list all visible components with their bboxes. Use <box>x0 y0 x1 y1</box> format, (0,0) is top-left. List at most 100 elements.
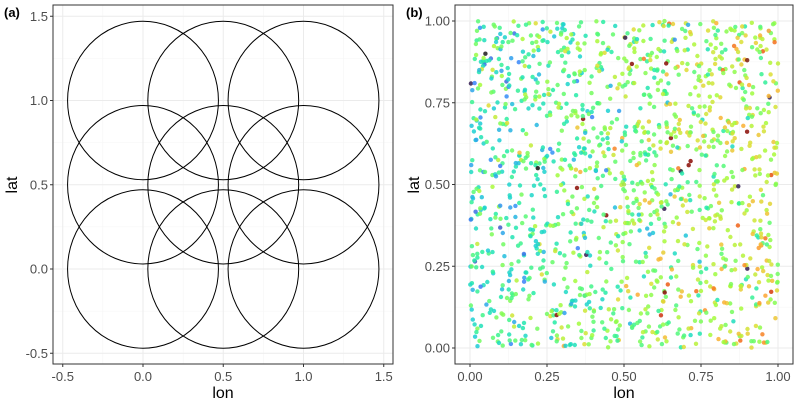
panel-a-x-tick-label: 0.5 <box>214 369 232 384</box>
data-point <box>705 28 711 33</box>
data-point <box>559 325 564 330</box>
data-point <box>718 140 723 146</box>
data-point <box>654 278 659 283</box>
data-point <box>767 220 772 225</box>
data-point <box>775 61 781 66</box>
panel-a-x-tick-label: 1.0 <box>294 369 312 384</box>
data-point <box>694 289 699 294</box>
data-point <box>493 39 499 45</box>
data-point <box>474 28 480 33</box>
data-point <box>673 101 678 106</box>
data-point <box>698 119 703 125</box>
data-point <box>681 333 687 338</box>
data-point <box>739 306 744 311</box>
data-point <box>728 329 733 334</box>
data-point <box>722 300 727 305</box>
data-point <box>731 43 737 49</box>
circle-buffer <box>67 189 219 349</box>
data-point <box>498 31 503 37</box>
data-point <box>597 68 602 74</box>
data-point <box>664 199 669 204</box>
data-point <box>623 142 629 148</box>
data-point <box>545 39 550 45</box>
data-point <box>675 238 681 244</box>
data-point <box>643 250 648 256</box>
data-point <box>729 169 734 175</box>
data-point <box>497 25 502 30</box>
data-point <box>477 67 482 73</box>
data-point <box>517 200 522 206</box>
data-point <box>706 144 712 149</box>
data-point <box>583 331 588 336</box>
data-point <box>602 125 607 130</box>
data-point <box>537 34 542 39</box>
data-point <box>620 239 625 245</box>
circle-buffer <box>147 189 300 349</box>
data-point <box>769 262 774 267</box>
data-point <box>631 150 636 156</box>
data-point <box>766 101 771 107</box>
data-point <box>750 84 756 90</box>
data-point <box>594 19 599 24</box>
data-point <box>662 38 667 43</box>
data-point <box>652 75 657 80</box>
data-point <box>498 203 503 208</box>
data-point <box>774 171 780 176</box>
data-point <box>658 139 663 144</box>
data-point <box>559 48 564 53</box>
data-point <box>579 184 585 190</box>
data-point <box>650 177 655 183</box>
data-point <box>591 309 597 314</box>
data-point <box>738 338 743 343</box>
data-point <box>513 214 518 220</box>
data-point <box>721 128 726 134</box>
data-point <box>548 29 553 34</box>
data-point <box>583 130 588 135</box>
data-point <box>617 82 622 87</box>
data-point <box>631 155 636 161</box>
data-point <box>469 244 475 249</box>
data-point <box>740 85 745 91</box>
data-point <box>641 92 647 98</box>
data-point <box>753 302 759 307</box>
data-point <box>541 187 547 192</box>
data-point <box>727 82 732 87</box>
data-point <box>651 143 656 148</box>
data-point <box>575 41 580 46</box>
data-point <box>772 40 777 45</box>
panel-a-x-tick-label: 1.5 <box>375 369 393 384</box>
data-point <box>726 120 731 125</box>
data-point <box>627 43 632 48</box>
circle-buffer <box>227 189 380 349</box>
data-point <box>524 270 529 275</box>
data-point <box>656 46 661 52</box>
data-point <box>675 145 680 150</box>
data-point <box>654 153 659 158</box>
data-point <box>591 319 596 324</box>
data-point <box>593 168 598 173</box>
data-point <box>526 64 532 69</box>
data-point <box>638 106 643 111</box>
data-point <box>710 81 715 86</box>
data-point <box>711 50 716 55</box>
data-point <box>475 255 480 260</box>
data-point <box>754 286 759 291</box>
data-point <box>528 161 534 166</box>
data-point <box>599 183 604 189</box>
data-point <box>472 80 477 86</box>
data-point <box>513 164 519 169</box>
data-point <box>474 137 479 142</box>
data-point <box>641 23 646 28</box>
data-point <box>472 258 477 263</box>
data-point <box>688 299 694 304</box>
data-point <box>655 337 660 342</box>
data-point <box>663 294 668 299</box>
data-point <box>595 176 600 181</box>
data-point <box>600 320 605 325</box>
data-point <box>520 220 525 226</box>
data-point <box>773 182 778 188</box>
data-point <box>682 48 687 53</box>
data-point <box>636 205 641 211</box>
data-point <box>529 265 534 270</box>
data-point <box>500 262 505 268</box>
